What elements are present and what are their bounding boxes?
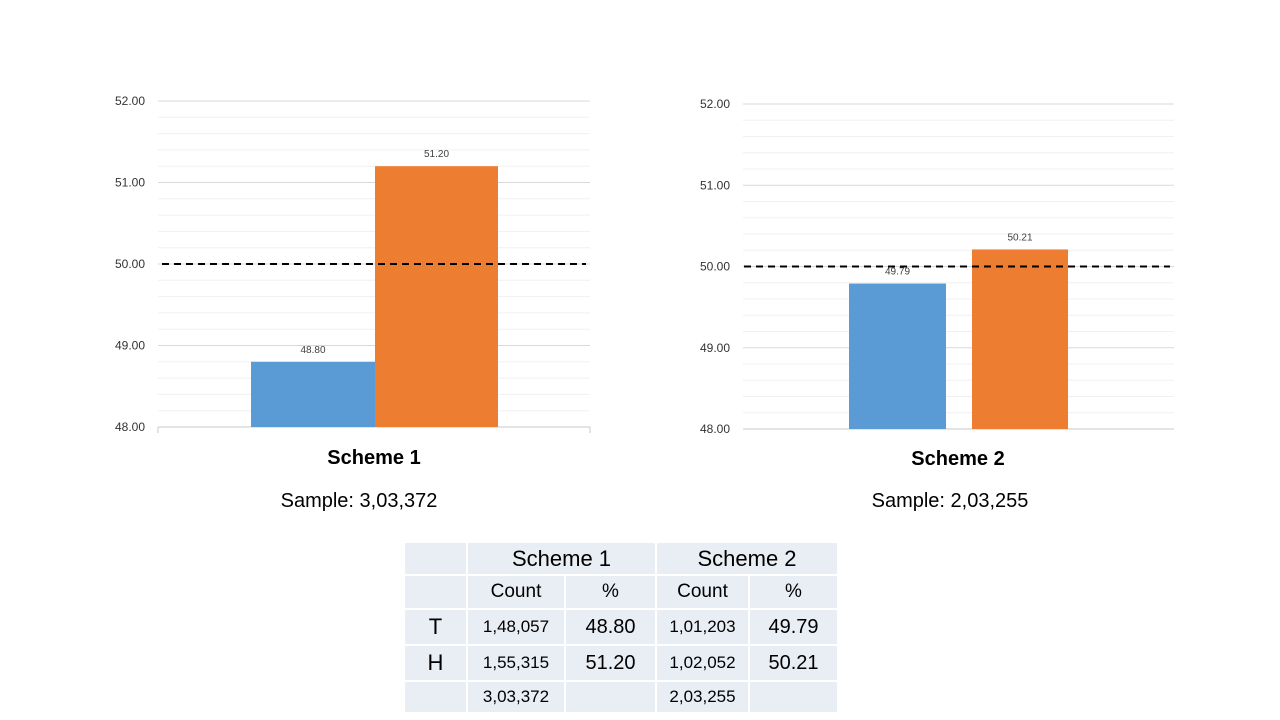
table-cell-count: 1,48,057 <box>466 608 566 646</box>
table-row-label: H <box>403 644 468 682</box>
bar-data-label: 48.80 <box>300 345 325 356</box>
table-cell-pct: 51.20 <box>564 644 657 682</box>
y-tick-label: 50.00 <box>700 260 730 274</box>
bar-t <box>849 283 946 429</box>
y-tick-label: 48.00 <box>115 420 145 434</box>
table-subheader-row: Count % Count % <box>403 574 839 610</box>
scheme2-title: Scheme 2 <box>911 448 1005 470</box>
table-corner-cell <box>403 541 468 576</box>
y-tick-label: 49.00 <box>115 339 145 353</box>
scheme1-sample: Sample: 3,03,372 <box>280 490 438 512</box>
bar-data-label: 51.20 <box>424 149 449 160</box>
scheme1-title: Scheme 1 <box>327 447 421 469</box>
y-tick-label: 52.00 <box>115 94 145 108</box>
table-subheader-count: Count <box>655 574 750 610</box>
scheme1-chart: 48.00 49.00 50.00 51.00 52.00 48.80 51.20 <box>115 94 591 434</box>
bar-h <box>972 249 1068 429</box>
table-subheader-pct: % <box>748 574 839 610</box>
table-cell-count: 1,01,203 <box>655 608 750 646</box>
summary-table: Scheme 1 Scheme 2 Count % Count % T 1,48… <box>403 541 839 714</box>
y-tick-label: 50.00 <box>115 257 145 271</box>
table-empty-cell <box>748 680 839 714</box>
bar-data-label: 49.79 <box>885 267 910 278</box>
table-empty-cell <box>564 680 657 714</box>
table-cell-count: 1,55,315 <box>466 644 566 682</box>
bar-h <box>375 166 498 427</box>
table-total-row: 3,03,372 2,03,255 <box>403 680 839 714</box>
table-empty-cell <box>403 680 468 714</box>
table-header-row: Scheme 1 Scheme 2 <box>403 541 839 576</box>
y-tick-label: 51.00 <box>700 178 730 192</box>
table-header-scheme2: Scheme 2 <box>655 541 839 576</box>
table-total-scheme1: 3,03,372 <box>466 680 566 714</box>
scheme2-chart: 48.00 49.00 50.00 51.00 52.00 49.79 50.21 <box>700 97 1174 436</box>
y-tick-label: 52.00 <box>700 97 730 111</box>
table-cell-pct: 49.79 <box>748 608 839 646</box>
table-row: H 1,55,315 51.20 1,02,052 50.21 <box>403 644 839 682</box>
y-tick-label: 48.00 <box>700 422 730 436</box>
table-row: T 1,48,057 48.80 1,01,203 49.79 <box>403 608 839 646</box>
table-subheader-pct: % <box>564 574 657 610</box>
table-cell-pct: 48.80 <box>564 608 657 646</box>
table-subheader-count: Count <box>466 574 566 610</box>
y-tick-label: 49.00 <box>700 341 730 355</box>
table-total-scheme2: 2,03,255 <box>655 680 750 714</box>
table-cell-count: 1,02,052 <box>655 644 750 682</box>
bar-data-label: 50.21 <box>1007 232 1032 243</box>
table-empty-cell <box>403 574 468 610</box>
bar-t <box>251 361 375 427</box>
table-header-scheme1: Scheme 1 <box>466 541 657 576</box>
table-row-label: T <box>403 608 468 646</box>
y-tick-label: 51.00 <box>115 176 145 190</box>
table-cell-pct: 50.21 <box>748 644 839 682</box>
scheme2-sample: Sample: 2,03,255 <box>871 490 1029 512</box>
